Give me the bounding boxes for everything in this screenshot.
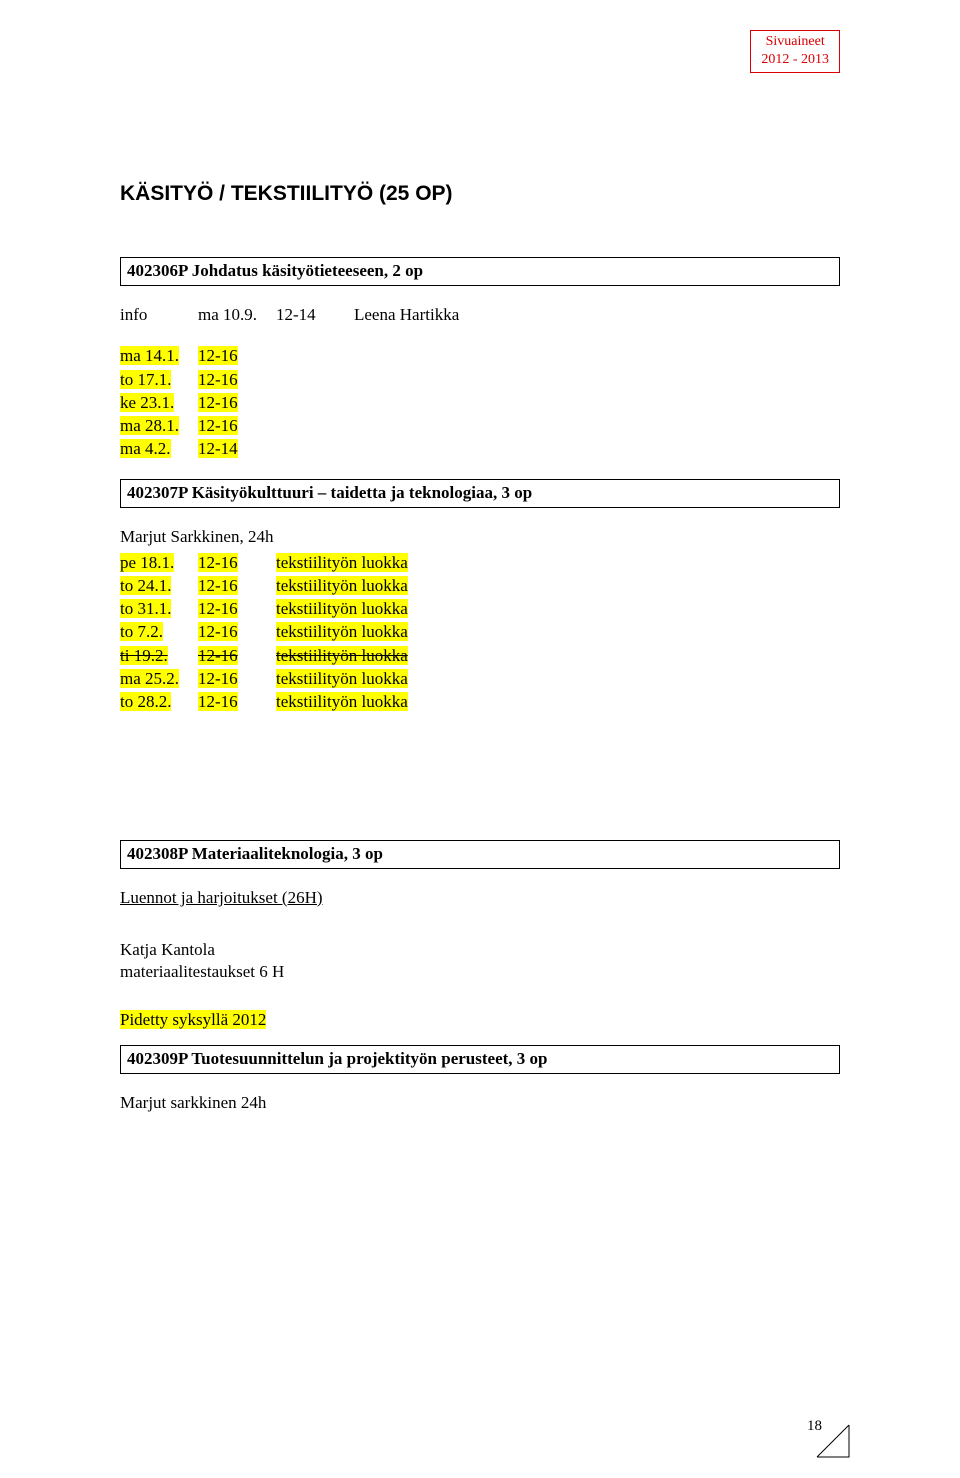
header-line2: 2012 - 2013	[761, 51, 829, 69]
sched-day: ma 14.1.	[120, 346, 179, 365]
info-note: Leena Hartikka	[354, 304, 467, 327]
table-row: to 17.1. 12-16	[120, 369, 284, 392]
section3-highlight: Pidetty syksyllä 2012	[120, 1010, 266, 1029]
sched-day: ma 28.1.	[120, 416, 179, 435]
section2-instructor: Marjut Sarkkinen, 24h	[120, 526, 840, 548]
section4-title: 402309P Tuotesuunnittelun ja projektityö…	[120, 1045, 840, 1074]
sched-note: tekstiilityön luokka	[276, 692, 408, 711]
section3-title: 402308P Materiaaliteknologia, 3 op	[120, 840, 840, 869]
section3-line2: materiaalitestaukset 6 H	[120, 961, 840, 983]
sched-time: 12-16	[198, 599, 238, 618]
sched-day: to 28.2.	[120, 692, 171, 711]
table-row: ma 25.2. 12-16 tekstiilityön luokka	[120, 668, 416, 691]
section1-schedule: ma 14.1. 12-16 to 17.1. 12-16 ke 23.1. 1…	[120, 345, 284, 460]
sched-day: pe 18.1.	[120, 553, 174, 572]
sched-time: 12-16	[198, 346, 238, 365]
table-row: ma 14.1. 12-16	[120, 345, 284, 368]
sched-note	[276, 345, 284, 368]
sched-day: to 7.2.	[120, 622, 163, 641]
table-row: to 28.2. 12-16 tekstiilityön luokka	[120, 691, 416, 714]
spacer	[120, 983, 840, 1009]
table-row: ke 23.1. 12-16	[120, 392, 284, 415]
section3-line1: Katja Kantola	[120, 939, 840, 961]
sched-time: 12-16	[198, 622, 238, 641]
info-date: ma 10.9.	[198, 304, 276, 327]
table-row: ma 28.1. 12-16	[120, 415, 284, 438]
sched-note: tekstiilityön luokka	[276, 622, 408, 641]
sched-day: to 24.1.	[120, 576, 171, 595]
table-row: to 24.1. 12-16 tekstiilityön luokka	[120, 575, 416, 598]
sched-time: 12-14	[198, 439, 238, 458]
sched-time: 12-16	[198, 692, 238, 711]
sched-day: ti 19.2.	[120, 646, 168, 665]
sched-note	[276, 438, 284, 461]
sched-note	[276, 392, 284, 415]
sched-time: 12-16	[198, 576, 238, 595]
section4-instructor: Marjut sarkkinen 24h	[120, 1092, 840, 1114]
corner-fold-icon	[816, 1424, 850, 1458]
section2-title: 402307P Käsityökulttuuri – taidetta ja t…	[120, 479, 840, 508]
sched-note	[276, 415, 284, 438]
sched-note: tekstiilityön luokka	[276, 553, 408, 572]
sched-note: tekstiilityön luokka	[276, 599, 408, 618]
sched-day: to 31.1.	[120, 599, 171, 618]
spacer	[120, 913, 840, 939]
info-label: info	[120, 304, 198, 327]
spacer	[120, 732, 840, 822]
sched-day: to 17.1.	[120, 370, 171, 389]
table-row: info ma 10.9. 12-14 Leena Hartikka	[120, 304, 467, 327]
sched-note: tekstiilityön luokka	[276, 576, 408, 595]
sched-time: 12-16	[198, 646, 238, 665]
sched-day: ma 4.2.	[120, 439, 171, 458]
sched-day: ke 23.1.	[120, 393, 174, 412]
section3-subtitle: Luennot ja harjoitukset (26H)	[120, 887, 840, 909]
table-row: to 7.2. 12-16 tekstiilityön luokka	[120, 621, 416, 644]
sched-note	[276, 369, 284, 392]
section1-title: 402306P Johdatus käsityötieteeseen, 2 op	[120, 257, 840, 286]
sched-note: tekstiilityön luokka	[276, 646, 408, 665]
sched-time: 12-16	[198, 669, 238, 688]
section1-info-table: info ma 10.9. 12-14 Leena Hartikka	[120, 304, 467, 327]
table-row: to 31.1. 12-16 tekstiilityön luokka	[120, 598, 416, 621]
sched-time: 12-16	[198, 553, 238, 572]
header-box: Sivuaineet 2012 - 2013	[750, 30, 840, 73]
table-row: ma 4.2. 12-14	[120, 438, 284, 461]
page-title: KÄSITYÖ / TEKSTIILITYÖ (25 OP)	[120, 180, 840, 207]
table-row: ti 19.2. 12-16 tekstiilityön luokka	[120, 645, 416, 668]
sched-time: 12-16	[198, 393, 238, 412]
sched-day: ma 25.2.	[120, 669, 179, 688]
sched-time: 12-16	[198, 416, 238, 435]
page: Sivuaineet 2012 - 2013 KÄSITYÖ / TEKSTII…	[0, 0, 960, 1478]
info-time: 12-14	[276, 304, 354, 327]
sched-time: 12-16	[198, 370, 238, 389]
table-row: pe 18.1. 12-16 tekstiilityön luokka	[120, 552, 416, 575]
section2-schedule: pe 18.1. 12-16 tekstiilityön luokka to 2…	[120, 552, 416, 714]
header-line1: Sivuaineet	[761, 33, 829, 51]
sched-note: tekstiilityön luokka	[276, 669, 408, 688]
